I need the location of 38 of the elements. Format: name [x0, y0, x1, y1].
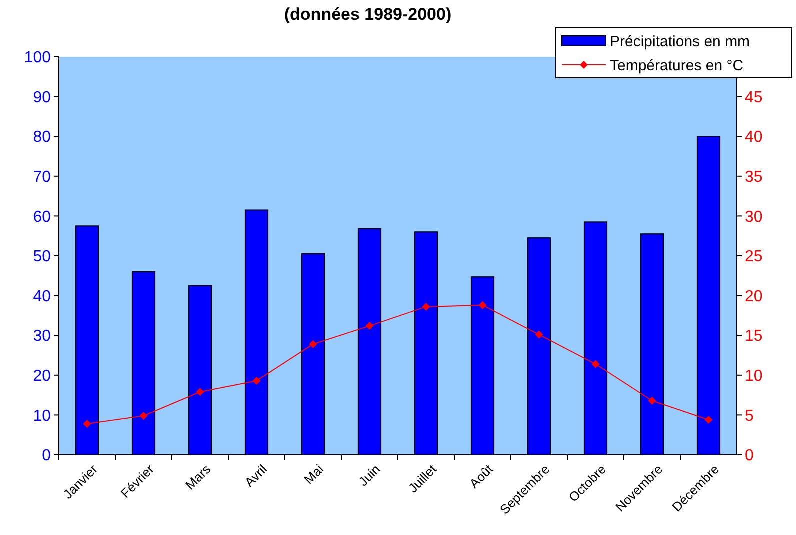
y2-tick-label: 15 [745, 328, 763, 346]
point [83, 420, 92, 428]
point [478, 301, 487, 310]
point [196, 388, 204, 396]
point [704, 416, 713, 424]
y2-tick-label: 0 [745, 448, 754, 465]
y-tick-label: 100 [24, 50, 52, 67]
y-tick-label: 0 [42, 448, 52, 465]
y2-tick-label: 35 [745, 169, 763, 186]
point [422, 302, 430, 311]
y-tick-label: 80 [33, 129, 52, 146]
y-tick-label: 30 [33, 328, 52, 346]
y-tick-label: 50 [33, 248, 52, 266]
y-tick-label: 70 [33, 169, 52, 186]
y-tick-label: 90 [33, 89, 52, 106]
y-tick-label: 40 [33, 288, 52, 306]
point [309, 340, 318, 348]
chart-title: (données 1989-2000) [284, 5, 452, 24]
y2-tick-label: 45 [745, 89, 763, 106]
point [252, 376, 261, 385]
point [140, 412, 148, 420]
legend-label: Températures en °C [610, 57, 744, 74]
y-tick-label: 10 [33, 408, 52, 425]
y2-tick-label: 10 [745, 368, 763, 385]
point [648, 396, 656, 405]
point [366, 322, 374, 330]
point [535, 330, 544, 339]
legend-label: Précipitations en mm [610, 33, 750, 50]
point [592, 360, 600, 368]
y2-tick-label: 40 [745, 129, 763, 146]
y-tick-label: 20 [33, 368, 52, 385]
y2-tick-label: 30 [745, 208, 763, 226]
y2-tick-label: 25 [745, 248, 763, 266]
y2-tick-label: 5 [745, 408, 754, 425]
x-tick-label: Juin [356, 462, 384, 490]
y2-tick-label: 20 [745, 288, 763, 306]
x-tick-label: Mai [301, 462, 327, 488]
y-tick-label: 60 [33, 208, 52, 226]
